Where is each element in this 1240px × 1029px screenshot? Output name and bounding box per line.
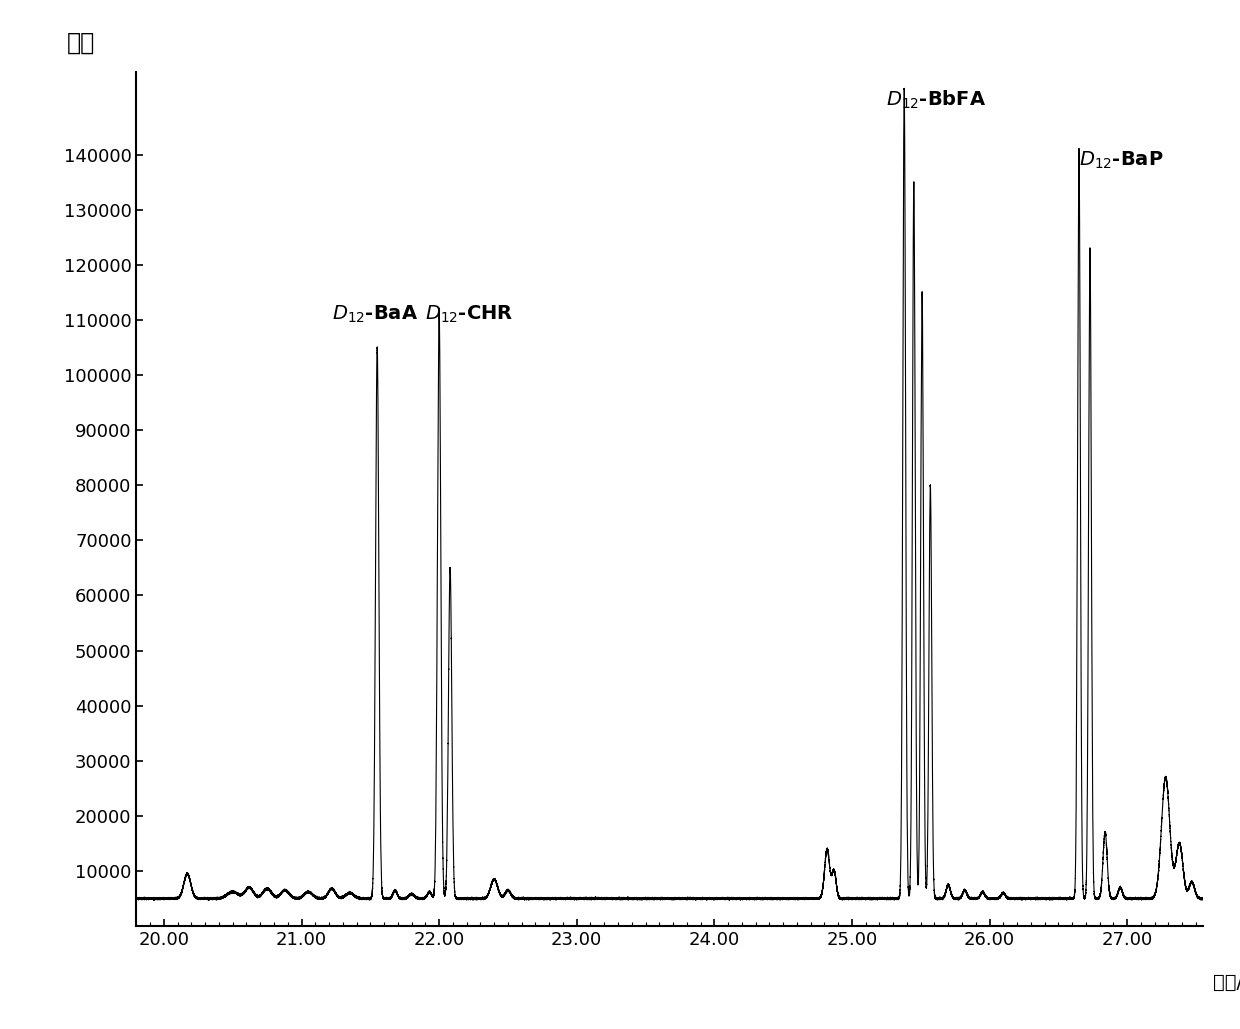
Text: 丰度: 丰度 <box>67 31 95 55</box>
Text: $D_{12}$-CHR: $D_{12}$-CHR <box>425 305 513 325</box>
Text: $D_{12}$-BaA: $D_{12}$-BaA <box>332 305 418 325</box>
Text: $D_{12}$-BaP: $D_{12}$-BaP <box>1079 150 1163 171</box>
Text: $D_{12}$-BbFA: $D_{12}$-BbFA <box>887 88 987 110</box>
Text: 时间//min: 时间//min <box>1214 973 1240 992</box>
